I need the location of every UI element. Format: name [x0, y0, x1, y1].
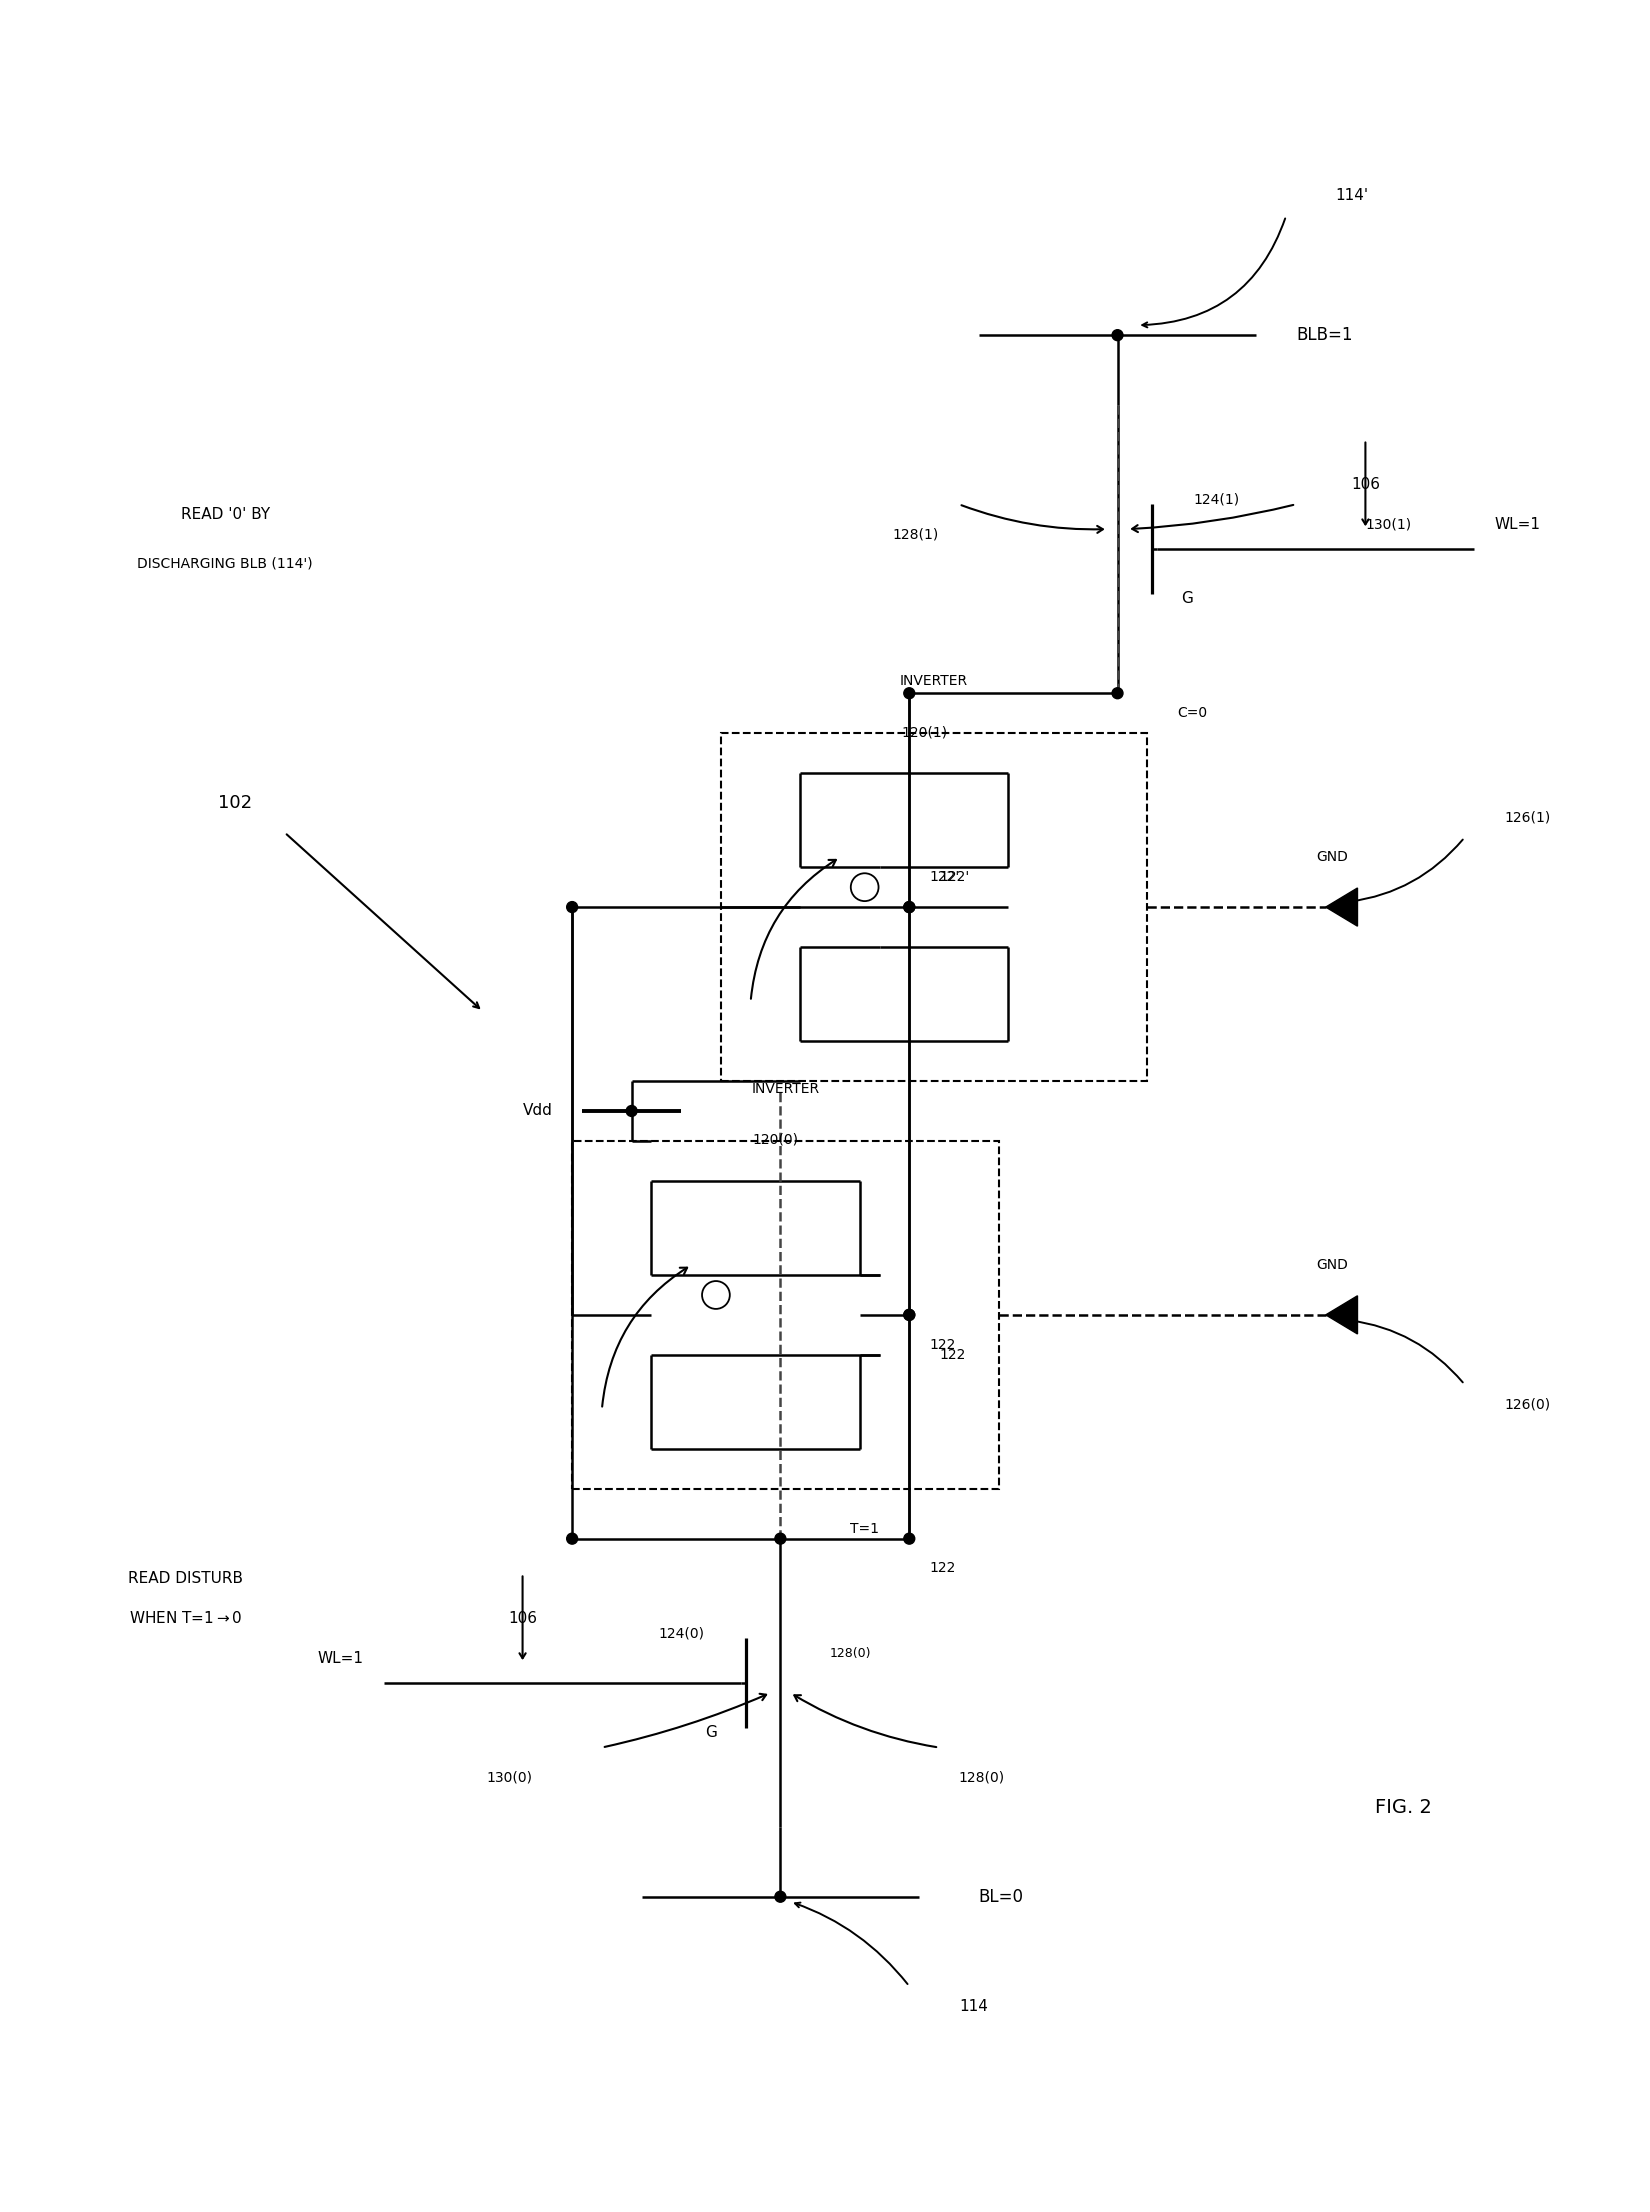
Circle shape: [1112, 330, 1124, 341]
Text: 114': 114': [1335, 188, 1370, 204]
Circle shape: [776, 1891, 785, 1902]
Text: BLB=1: BLB=1: [1295, 325, 1353, 345]
Polygon shape: [1325, 1296, 1358, 1334]
Circle shape: [904, 1310, 914, 1321]
Bar: [573, 1141, 998, 1489]
Text: Vdd: Vdd: [523, 1104, 553, 1119]
Text: 122: 122: [939, 1347, 965, 1363]
Text: GND: GND: [1315, 849, 1348, 865]
Text: 124(0): 124(0): [658, 1626, 705, 1639]
Text: 122: 122: [929, 1338, 955, 1352]
Text: G: G: [1181, 591, 1193, 606]
Circle shape: [904, 688, 914, 699]
Circle shape: [904, 1533, 914, 1544]
Text: 122': 122': [929, 869, 959, 885]
Text: 102: 102: [218, 794, 252, 812]
Circle shape: [904, 902, 914, 914]
Text: DISCHARGING BLB (114'): DISCHARGING BLB (114'): [137, 557, 314, 571]
Text: 124(1): 124(1): [1193, 493, 1239, 507]
Text: 114: 114: [959, 2000, 988, 2013]
Text: BL=0: BL=0: [978, 1887, 1023, 1907]
Circle shape: [1112, 688, 1124, 699]
Text: WHEN T=1$\rightarrow$0: WHEN T=1$\rightarrow$0: [129, 1610, 243, 1626]
Circle shape: [904, 1310, 914, 1321]
Text: 128(0): 128(0): [830, 1646, 871, 1659]
Text: 120(1): 120(1): [901, 726, 947, 739]
Text: G: G: [705, 1725, 716, 1741]
Text: WL=1: WL=1: [1495, 518, 1541, 531]
Circle shape: [904, 902, 914, 914]
Text: WL=1: WL=1: [318, 1650, 365, 1666]
Circle shape: [627, 1106, 637, 1117]
Text: 106: 106: [508, 1610, 536, 1626]
Text: T=1: T=1: [850, 1522, 879, 1535]
Text: 128(0): 128(0): [959, 1770, 1005, 1785]
Text: GND: GND: [1315, 1259, 1348, 1272]
Circle shape: [566, 902, 578, 914]
Text: 130(1): 130(1): [1366, 518, 1411, 531]
Circle shape: [776, 1533, 785, 1544]
Text: 128(1): 128(1): [893, 526, 939, 542]
Text: READ DISTURB: READ DISTURB: [129, 1571, 243, 1586]
Text: 122: 122: [929, 1562, 955, 1575]
Text: 126(1): 126(1): [1505, 810, 1551, 825]
Text: INVERTER: INVERTER: [751, 1082, 820, 1097]
Bar: [721, 732, 1147, 1082]
Text: 106: 106: [1351, 478, 1379, 491]
Text: 122': 122': [939, 869, 969, 885]
Text: INVERTER: INVERTER: [899, 675, 969, 688]
Text: READ '0' BY: READ '0' BY: [180, 507, 269, 522]
Text: C=0: C=0: [1176, 706, 1208, 721]
Text: 120(0): 120(0): [752, 1133, 799, 1146]
Text: 130(0): 130(0): [487, 1770, 533, 1785]
Circle shape: [566, 1533, 578, 1544]
Polygon shape: [1325, 887, 1358, 927]
Text: 126(0): 126(0): [1505, 1398, 1551, 1411]
Text: FIG. 2: FIG. 2: [1376, 1798, 1432, 1816]
